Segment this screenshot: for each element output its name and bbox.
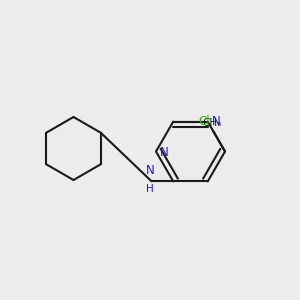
Text: CH₃: CH₃ [202,118,221,128]
Text: H: H [146,184,154,194]
Text: N: N [212,115,220,128]
Text: Cl: Cl [198,115,210,128]
Text: N: N [146,164,154,178]
Text: N: N [160,146,169,159]
